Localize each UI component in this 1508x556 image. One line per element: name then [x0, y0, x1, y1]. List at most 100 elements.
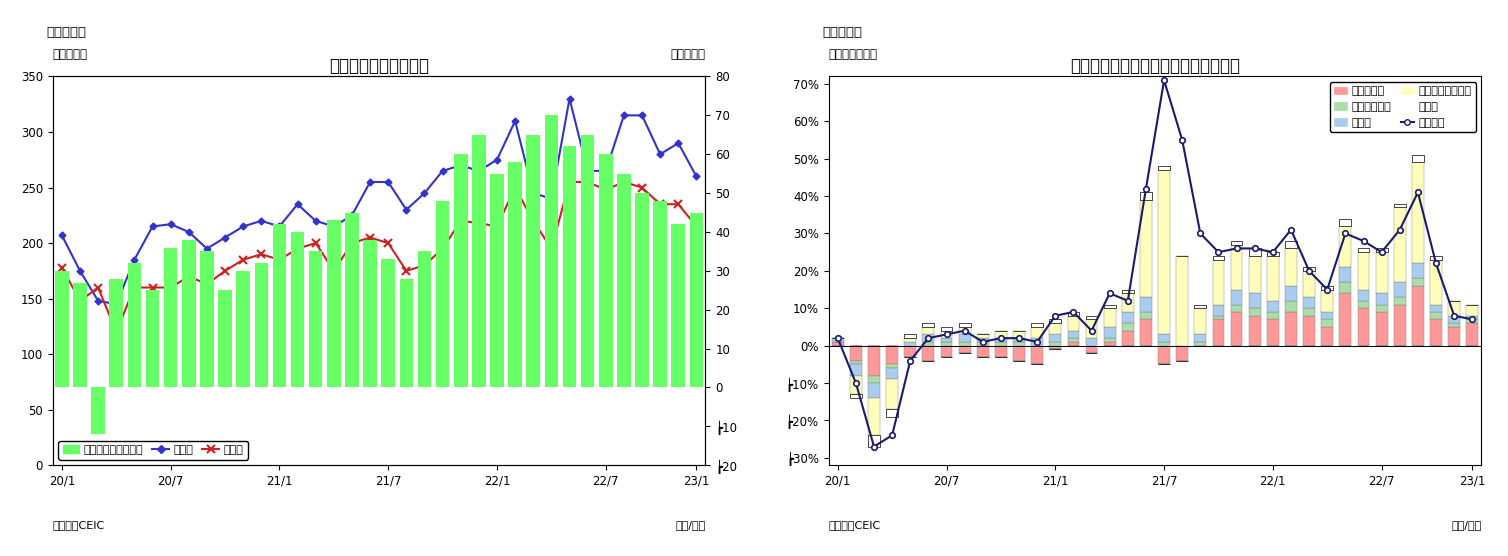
- Bar: [1068, 316, 1080, 331]
- 輸出合計: [1372, 249, 1390, 256]
- Bar: [959, 323, 971, 327]
- Bar: [382, 259, 395, 388]
- Bar: [1086, 338, 1098, 346]
- Bar: [923, 346, 935, 361]
- Bar: [1303, 308, 1315, 316]
- 輸出合計: [1390, 226, 1408, 233]
- Bar: [1357, 290, 1369, 301]
- Bar: [255, 263, 268, 388]
- Bar: [995, 342, 1007, 346]
- 輸出合計: [1137, 185, 1155, 192]
- Bar: [1231, 245, 1243, 290]
- 輸出合計: [1228, 245, 1246, 252]
- Bar: [941, 338, 953, 342]
- Bar: [1448, 316, 1460, 323]
- Bar: [1068, 338, 1080, 342]
- Bar: [1140, 320, 1152, 346]
- Bar: [923, 323, 935, 327]
- Text: （資料）CEIC: （資料）CEIC: [829, 520, 881, 530]
- Bar: [977, 342, 989, 346]
- Bar: [1430, 260, 1442, 305]
- Bar: [1013, 342, 1025, 346]
- 輸出合計: [1155, 77, 1173, 83]
- Bar: [1411, 286, 1424, 346]
- Bar: [544, 115, 558, 388]
- Bar: [74, 282, 87, 388]
- Bar: [1068, 331, 1080, 338]
- 輸出合計: [956, 327, 974, 334]
- Bar: [1339, 293, 1351, 346]
- Bar: [1194, 305, 1206, 308]
- Bar: [1321, 327, 1333, 346]
- Bar: [1393, 207, 1405, 282]
- Legend: 鉱物性燃料, 動植物性油脂, 製造品, 機械・輸送用機器, その他, 輸出合計: 鉱物性燃料, 動植物性油脂, 製造品, 機械・輸送用機器, その他, 輸出合計: [1330, 82, 1476, 132]
- Bar: [1393, 203, 1405, 207]
- Bar: [995, 338, 1007, 342]
- Bar: [1285, 249, 1297, 286]
- 輸出合計: [1119, 297, 1137, 304]
- Bar: [490, 173, 504, 388]
- Bar: [1375, 312, 1387, 346]
- Bar: [671, 224, 685, 388]
- Bar: [1357, 301, 1369, 308]
- Bar: [1104, 342, 1116, 346]
- Bar: [1212, 256, 1224, 260]
- 輸出合計: [1336, 230, 1354, 237]
- Bar: [851, 394, 861, 398]
- Bar: [995, 331, 1007, 338]
- Bar: [1013, 338, 1025, 342]
- 輸出合計: [1300, 267, 1318, 274]
- Bar: [164, 247, 178, 388]
- Bar: [1158, 334, 1170, 342]
- Bar: [1050, 320, 1062, 323]
- Bar: [1267, 312, 1279, 320]
- Bar: [1104, 327, 1116, 338]
- Title: マレーシア　輸出の伸び率（品目別）: マレーシア 輸出の伸び率（品目別）: [1071, 57, 1240, 75]
- Bar: [1231, 290, 1243, 305]
- 輸出合計: [1354, 237, 1372, 244]
- Bar: [237, 271, 250, 388]
- 輸出合計: [1246, 245, 1264, 252]
- Bar: [1158, 170, 1170, 334]
- Bar: [1267, 320, 1279, 346]
- 輸出合計: [829, 335, 847, 341]
- Bar: [1068, 342, 1080, 346]
- 輸出合計: [920, 335, 938, 341]
- Text: （資料）CEIC: （資料）CEIC: [53, 520, 106, 530]
- Bar: [219, 290, 232, 388]
- Bar: [1357, 308, 1369, 346]
- Bar: [1357, 249, 1369, 252]
- Bar: [1212, 316, 1224, 320]
- Text: （億ドル）: （億ドル）: [671, 48, 706, 61]
- Bar: [869, 398, 879, 435]
- Bar: [1466, 320, 1478, 323]
- Bar: [1122, 323, 1134, 331]
- 輸出合計: [1463, 316, 1481, 323]
- Bar: [1212, 320, 1224, 346]
- Bar: [1031, 327, 1044, 338]
- 輸出合計: [1065, 309, 1083, 315]
- Bar: [1321, 320, 1333, 327]
- Bar: [92, 388, 106, 434]
- Bar: [1249, 316, 1261, 346]
- Bar: [851, 364, 861, 375]
- Text: （億ドル）: （億ドル）: [53, 48, 87, 61]
- Bar: [1393, 297, 1405, 305]
- 輸出合計: [847, 380, 866, 386]
- Bar: [1303, 316, 1315, 346]
- Bar: [905, 334, 917, 338]
- Bar: [1050, 346, 1062, 349]
- Bar: [1249, 249, 1261, 256]
- Bar: [1050, 342, 1062, 346]
- Bar: [689, 212, 703, 388]
- 輸出合計: [1408, 189, 1427, 196]
- Text: （図表８）: （図表８）: [822, 26, 863, 39]
- 輸出合計: [992, 335, 1010, 341]
- Bar: [1339, 267, 1351, 282]
- Bar: [1086, 320, 1098, 338]
- Bar: [977, 334, 989, 338]
- Bar: [1430, 320, 1442, 346]
- 輸出合計: [1083, 327, 1101, 334]
- Bar: [1249, 308, 1261, 316]
- Bar: [128, 263, 142, 388]
